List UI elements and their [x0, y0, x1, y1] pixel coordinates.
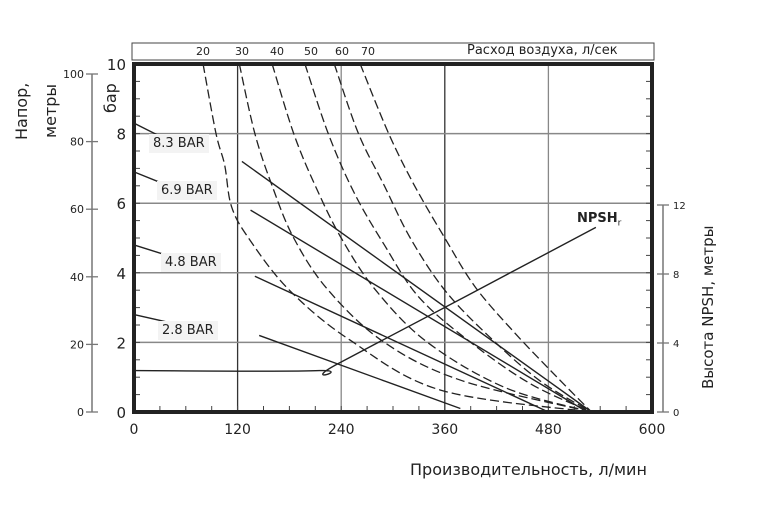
x-tick-label: 360	[431, 422, 458, 438]
air-flow-tick-label: 30	[235, 45, 249, 58]
meters-tick-label: 80	[70, 136, 84, 149]
air-flow-tick-label: 60	[335, 45, 349, 58]
meters-tick-label: 40	[70, 271, 84, 284]
npsh-curve-text: NPSH	[577, 211, 618, 226]
plot-frame	[132, 62, 654, 414]
pressure-line	[258, 334, 461, 410]
grid-lines	[134, 64, 652, 412]
x-tick-label: 120	[224, 422, 251, 438]
bar-tick-label: 6	[116, 195, 126, 213]
meters-tick-label: 20	[70, 338, 84, 351]
meters-tick-label: 0	[77, 406, 84, 419]
npsh-axis-label: Высота NPSH, метры	[699, 225, 717, 389]
x-tick-label: 480	[535, 422, 562, 438]
head-axis-title: Напор,	[12, 83, 31, 140]
bar-tick-label: 8	[116, 126, 126, 144]
bar-tick-label: 0	[116, 404, 126, 422]
pressure-label: 4.8 BAR	[165, 255, 217, 270]
meters-tick-label: 100	[63, 68, 84, 81]
bar-tick-label: 10	[107, 56, 126, 74]
air-flow-tick-label: 50	[304, 45, 318, 58]
npsh-tick-label: 12	[673, 201, 686, 212]
air-flow-curves	[202, 63, 593, 413]
npsh-line	[133, 226, 597, 376]
npsh-curve-label: NPSHr	[577, 211, 621, 229]
pressure-line	[241, 160, 592, 413]
top-axis-title: Расход воздуха, л/сек	[467, 43, 618, 58]
top-axis-label: Расход воздуха, л/сек	[467, 43, 618, 58]
axis-ticks: 0 120 240 360 480 600024681002040608010004812…	[63, 45, 686, 438]
pressure-line	[250, 209, 588, 413]
npsh-curve-sub: r	[617, 218, 622, 229]
pressure-label: 2.8 BAR	[162, 323, 214, 338]
bar-tick-label: 2	[116, 334, 126, 352]
air-flow-tick-label: 40	[270, 45, 284, 58]
air-flow-curve-40	[271, 63, 592, 413]
npsh-tick-label: 4	[673, 339, 679, 350]
npsh-tick-label: 0	[673, 408, 679, 419]
air-flow-curve-60	[333, 63, 592, 413]
head-label: Напор,	[12, 82, 31, 140]
x-axis-title: Производительность, л/мин	[410, 460, 647, 479]
npsh-tick-label: 8	[673, 270, 679, 281]
pressure-label: 6.9 BAR	[161, 183, 213, 198]
x-axis-label: Производительность, л/мин	[410, 460, 647, 479]
bar-axis-title: бар	[101, 83, 120, 113]
pressure-label-box: 6.9 BAR	[157, 181, 217, 200]
pressure-label-box: 2.8 BAR	[158, 321, 218, 340]
top-axis-box	[131, 42, 655, 61]
pressure-line	[254, 275, 549, 413]
pressure-label-box: 8.3 BAR	[149, 134, 209, 153]
air-flow-curve-30	[238, 63, 592, 413]
meters-tick-label: 60	[70, 203, 84, 216]
bar-tick-label: 4	[116, 265, 126, 283]
meters-axis-title: метры	[41, 84, 60, 138]
air-flow-tick-label: 70	[361, 45, 375, 58]
air-flow-curve-20	[202, 63, 592, 413]
minor-ticks	[134, 80, 652, 412]
bar-label: бар	[101, 83, 120, 113]
x-tick-label: 240	[328, 422, 355, 438]
pressure-curves	[133, 122, 592, 413]
x-tick-label: 0	[130, 422, 139, 438]
air-flow-tick-label: 20	[196, 45, 210, 58]
air-flow-curve-70	[359, 63, 593, 413]
pressure-label: 8.3 BAR	[153, 136, 205, 151]
meters-label: метры	[41, 83, 60, 138]
npsh-axis-title: Высота NPSH, метры	[699, 225, 717, 389]
x-tick-label: 600	[639, 422, 666, 438]
npsh-curve	[133, 226, 597, 376]
pressure-label-box: 4.8 BAR	[161, 253, 221, 272]
